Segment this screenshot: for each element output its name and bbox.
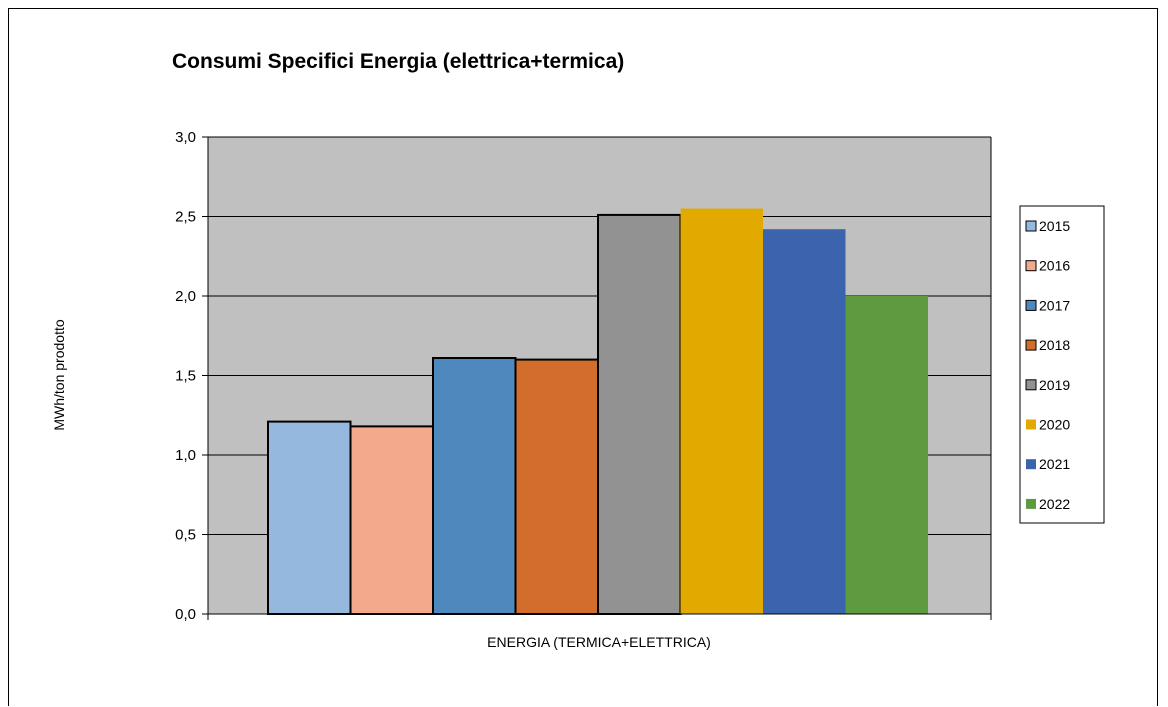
legend: 2015 2016 2017 2018 2019 2020 2021 2022 xyxy=(1019,205,1105,524)
y-tick-label: 2,5 xyxy=(175,209,196,226)
legend-label-2019: 2019 xyxy=(1039,377,1070,393)
y-tick-label: 0,5 xyxy=(175,527,196,544)
legend-box xyxy=(1019,205,1105,524)
bar-2015 xyxy=(267,420,352,615)
bar-2017 xyxy=(432,357,517,616)
bar-2016 xyxy=(349,425,434,615)
legend-swatch-2017 xyxy=(1025,299,1037,311)
bar-2022 xyxy=(845,296,928,614)
legend-label-2015: 2015 xyxy=(1039,218,1070,234)
legend-label-2022: 2022 xyxy=(1039,496,1070,512)
legend-label-2017: 2017 xyxy=(1039,297,1070,313)
y-tick-label: 1,5 xyxy=(175,368,196,385)
bar-2018 xyxy=(514,358,599,615)
legend-swatch-2018 xyxy=(1025,339,1037,351)
legend-label-2016: 2016 xyxy=(1039,258,1070,274)
legend-swatch-2021 xyxy=(1026,459,1036,470)
y-axis-title: MWh/ton prodotto xyxy=(51,319,67,430)
legend-swatch-2019 xyxy=(1025,379,1037,391)
bar-2020 xyxy=(680,208,763,615)
legend-swatch-2015 xyxy=(1025,220,1037,232)
chart-frame: Consumi Specifici Energia (elettrica+ter… xyxy=(8,8,1158,706)
chart-title: Consumi Specifici Energia (elettrica+ter… xyxy=(172,50,624,73)
y-tick-label: 3,0 xyxy=(175,129,196,146)
legend-label-2020: 2020 xyxy=(1039,417,1070,433)
chart-canvas: Consumi Specifici Energia (elettrica+ter… xyxy=(51,50,1105,650)
x-axis-title: ENERGIA (TERMICA+ELETTRICA) xyxy=(487,634,711,650)
legend-label-2018: 2018 xyxy=(1039,337,1070,353)
bar-2019 xyxy=(597,213,682,615)
legend-label-2021: 2021 xyxy=(1039,456,1070,472)
y-tick-label: 0,0 xyxy=(175,606,196,623)
y-tick-label: 2,0 xyxy=(175,288,196,305)
y-tick-labels: 0,0 0,5 1,0 1,5 2,0 2,5 3,0 xyxy=(175,129,208,623)
legend-swatch-2022 xyxy=(1026,498,1036,509)
bars xyxy=(267,208,928,616)
y-tick-label: 1,0 xyxy=(175,447,196,464)
bar-2021 xyxy=(763,229,846,614)
legend-swatch-2016 xyxy=(1025,260,1037,272)
legend-swatch-2020 xyxy=(1026,419,1036,430)
